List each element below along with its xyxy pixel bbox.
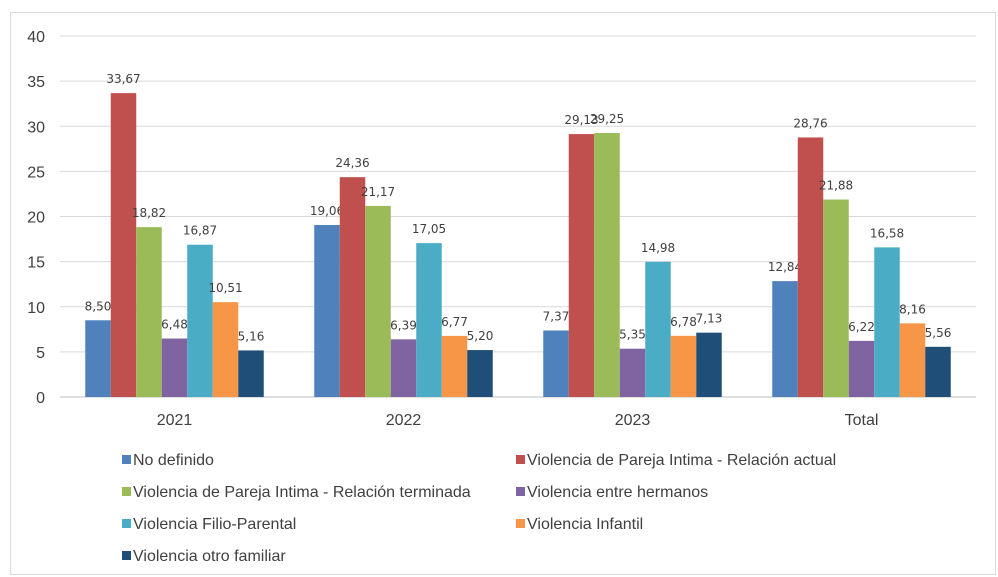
- bar: [670, 335, 697, 397]
- bar: [416, 243, 442, 397]
- legend-label: Violencia Infantil: [527, 516, 643, 533]
- data-label: 14,98: [641, 241, 675, 255]
- y-tick-label: 20: [27, 210, 45, 227]
- y-tick-label: 35: [27, 74, 45, 91]
- y-tick-label: 30: [27, 119, 45, 136]
- data-label: 21,88: [819, 179, 853, 193]
- bar: [696, 332, 722, 397]
- data-label: 7,37: [543, 309, 570, 323]
- legend-label: Violencia Filio-Parental: [133, 516, 296, 533]
- legend-label: Violencia otro familiar: [133, 548, 286, 565]
- bar: [772, 281, 798, 397]
- y-tick-label: 10: [27, 300, 45, 317]
- data-label: 10,51: [208, 281, 242, 295]
- data-label: 33,67: [106, 72, 140, 86]
- bar: [543, 330, 569, 397]
- data-label: 7,13: [696, 312, 723, 326]
- data-label: 8,16: [899, 302, 926, 316]
- bar: [645, 261, 671, 397]
- x-tick-label: 2022: [386, 412, 422, 429]
- bar: [161, 338, 188, 397]
- data-label: 5,16: [238, 329, 265, 343]
- data-label: 6,48: [161, 318, 188, 332]
- x-tick-label: 2021: [157, 412, 193, 429]
- y-tick-label: 25: [27, 164, 45, 181]
- bar: [568, 134, 595, 397]
- data-label: 6,22: [848, 320, 875, 334]
- data-label: 6,77: [441, 315, 468, 329]
- y-tick-label: 15: [27, 255, 45, 272]
- bar: [390, 339, 417, 397]
- legend-swatch: [516, 455, 525, 464]
- bar: [314, 224, 340, 397]
- data-label: 19,06: [310, 204, 344, 218]
- bar: [467, 350, 493, 397]
- bar: [848, 340, 875, 397]
- bar: [365, 205, 391, 397]
- bar: [619, 348, 646, 397]
- bar: [187, 244, 213, 397]
- bar: [925, 346, 951, 397]
- y-tick-label: 0: [36, 390, 45, 407]
- y-tick-label: 5: [36, 345, 45, 362]
- data-label: 21,17: [361, 185, 395, 199]
- data-label: 16,58: [870, 226, 904, 240]
- legend-swatch: [122, 551, 131, 560]
- data-label: 5,56: [925, 326, 952, 340]
- legend-label: Violencia entre hermanos: [527, 484, 708, 501]
- legend-swatch: [516, 487, 525, 496]
- data-label: 24,36: [335, 156, 369, 170]
- bar: [339, 177, 366, 397]
- bar: [594, 133, 620, 398]
- bar: [874, 247, 900, 397]
- bar: [212, 302, 239, 397]
- bar: [136, 227, 162, 397]
- data-label: 5,35: [619, 328, 646, 342]
- legend-label: No definido: [133, 452, 214, 469]
- bar: [797, 137, 824, 398]
- data-label: 8,50: [85, 299, 112, 313]
- legend-swatch: [122, 455, 131, 464]
- data-label: 17,05: [412, 222, 446, 236]
- y-tick-label: 40: [27, 29, 45, 46]
- legend-label: Violencia de Pareja Intima - Relación te…: [133, 484, 471, 501]
- data-label: 29,13: [564, 113, 598, 127]
- legend-swatch: [122, 487, 131, 496]
- x-tick-label: 2023: [615, 412, 651, 429]
- data-label: 29,25: [590, 112, 624, 126]
- bar: [823, 199, 849, 397]
- bar: [110, 93, 137, 398]
- data-label: 12,84: [768, 260, 802, 274]
- data-label: 6,78: [670, 315, 697, 329]
- data-label: 18,82: [132, 206, 166, 220]
- data-label: 16,87: [183, 224, 217, 238]
- legend-swatch: [122, 519, 131, 528]
- bar: [238, 350, 264, 397]
- bar: [85, 320, 111, 397]
- legend-label: Violencia de Pareja Intima - Relación ac…: [527, 452, 836, 469]
- bar: [441, 335, 468, 397]
- data-label: 6,39: [390, 318, 417, 332]
- bar: [899, 323, 926, 397]
- data-label: 5,20: [467, 329, 494, 343]
- x-tick-label: Total: [845, 412, 879, 429]
- legend-swatch: [516, 519, 525, 528]
- data-label: 28,76: [793, 116, 827, 130]
